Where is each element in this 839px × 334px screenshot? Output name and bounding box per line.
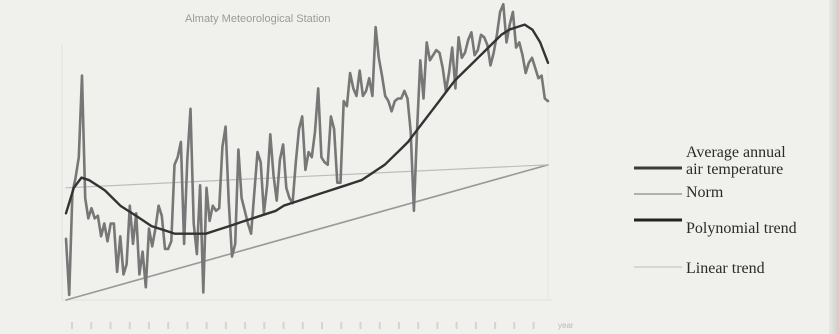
legend-label-line: air temperature xyxy=(686,161,784,178)
x-axis-unit-label: year xyxy=(558,321,574,330)
legend-swatch-average-temperature xyxy=(634,166,682,170)
legend-label-polynomial-trend: Polynomial trend xyxy=(686,220,797,237)
legend-swatch-linear-trend xyxy=(634,266,682,268)
legend-label-linear-trend: Linear trend xyxy=(686,260,765,277)
x-tick-labels: year xyxy=(71,321,574,330)
series-lines xyxy=(64,2,550,301)
series-line-linear-trend xyxy=(65,164,549,189)
legend-item-polynomial-trend: Polynomial trend xyxy=(634,214,797,237)
chart-title: Almaty Meteorological Station xyxy=(185,13,331,25)
legend: Average annual air temperature Norm Poly… xyxy=(634,144,839,334)
series-line-polynomial-trend xyxy=(64,23,550,235)
legend-swatch-polynomial-trend xyxy=(634,218,682,222)
legend-swatch-norm xyxy=(634,193,682,195)
legend-item-average-temperature: Average annual air temperature xyxy=(634,144,786,178)
legend-label-line: Average annual xyxy=(686,144,786,161)
legend-label-norm: Norm xyxy=(686,184,724,201)
legend-label-average-temperature: Average annual air temperature xyxy=(686,144,786,178)
series-line-average-annual-air-temperature xyxy=(64,2,550,297)
page-edge-shadow xyxy=(829,0,839,334)
legend-item-norm: Norm xyxy=(634,184,723,204)
legend-item-linear-trend: Linear trend xyxy=(634,260,765,280)
